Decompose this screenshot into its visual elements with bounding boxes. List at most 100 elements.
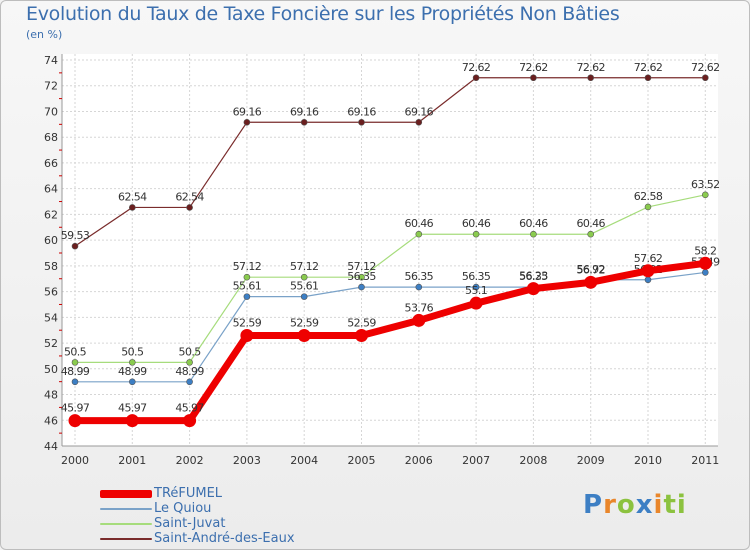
data-point-le-quiou [71,378,79,386]
data-point-tr-fumel [412,313,426,327]
data-point-le-quiou [644,276,652,284]
data-point-saint-juvat [587,230,595,238]
data-label-saint-juvat: 63.52 [691,178,720,191]
data-label-saint-andr-des-eaux: 62.54 [118,190,147,203]
data-point-saint-andr-des-eaux [587,74,595,82]
legend-item: Saint-André-des-Eaux [100,531,295,546]
x-tick-label: 2005 [348,454,376,467]
data-label-le-quiou: 55.61 [290,280,319,293]
x-tick-label: 2003 [233,454,261,467]
y-tick-label: 56 [44,286,58,299]
y-tick-label: 52 [44,337,58,350]
chart-title: Evolution du Taux de Taxe Foncière sur l… [26,3,620,25]
x-tick-label: 2004 [290,454,318,467]
y-tick-label: 48 [44,389,58,402]
data-point-saint-juvat [300,273,308,281]
data-label-tr-fumel: 52.59 [290,316,319,329]
x-tick-label: 2002 [176,454,204,467]
data-label-tr-fumel: 53.76 [405,301,434,314]
legend-swatch-saint-juvat [100,522,152,525]
data-label-le-quiou: 56.35 [462,270,491,283]
data-point-saint-juvat [701,191,709,199]
data-label-saint-andr-des-eaux: 69.16 [233,105,262,118]
data-label-saint-andr-des-eaux: 62.54 [175,190,204,203]
data-point-le-quiou [358,283,365,291]
legend-item: Le Quiou [100,501,295,516]
y-tick-label: 74 [44,54,58,67]
chart-legend: TRéFUMEL Le Quiou Saint-Juvat Saint-Andr… [100,486,295,546]
data-label-saint-andr-des-eaux: 59.53 [61,229,90,242]
data-label-tr-fumel: 52.59 [347,316,376,329]
legend-label: Le Quiou [154,501,212,516]
y-tick-label: 58 [44,260,58,273]
data-label-saint-juvat: 60.46 [462,217,491,230]
data-label-tr-fumel: 52.59 [233,316,262,329]
data-point-tr-fumel [469,296,483,310]
data-point-saint-andr-des-eaux [129,204,136,211]
data-point-le-quiou [129,378,136,386]
legend-item: Saint-Juvat [100,516,295,531]
data-point-saint-andr-des-eaux [300,118,308,126]
data-point-le-quiou [243,293,251,300]
data-label-saint-juvat: 50.5 [179,345,202,358]
data-label-saint-andr-des-eaux: 72.62 [462,61,491,74]
legend-swatch-trefumel [100,489,152,498]
data-label-tr-fumel: 45.97 [118,402,147,415]
data-point-tr-fumel [297,328,311,342]
data-label-saint-juvat: 60.46 [519,217,548,230]
data-point-saint-juvat [644,203,652,211]
legend-swatch-le-quiou [100,507,152,510]
data-label-tr-fumel: 55.1 [465,284,487,297]
data-label-saint-juvat: 57.12 [233,260,262,273]
series-line-saint-juvat [74,194,706,363]
data-point-tr-fumel [526,282,540,296]
data-point-saint-andr-des-eaux [71,242,79,250]
data-point-tr-fumel [584,275,598,289]
y-tick-label: 46 [44,414,58,427]
x-tick-label: 2000 [61,454,89,467]
data-label-le-quiou: 48.99 [175,365,204,378]
data-label-tr-fumel: 45.97 [61,402,90,415]
data-label-le-quiou: 48.99 [118,365,147,378]
data-point-saint-andr-des-eaux [644,74,652,82]
x-tick-label: 2009 [577,454,605,467]
data-point-saint-juvat [358,273,365,281]
data-label-le-quiou: 55.61 [233,280,262,293]
data-label-saint-andr-des-eaux: 72.62 [519,61,548,74]
y-tick-label: 54 [44,311,58,324]
data-label-tr-fumel: 45.97 [175,402,204,415]
data-label-saint-andr-des-eaux: 69.16 [290,105,319,118]
legend-swatch-saint-andre [100,537,152,540]
data-point-tr-fumel [641,264,655,278]
data-label-tr-fumel: 56.23 [519,270,548,283]
data-point-tr-fumel [698,256,712,270]
data-label-tr-fumel: 57.62 [634,252,663,265]
proxiti-logo: Proxiti [583,490,687,520]
data-label-saint-juvat: 57.12 [290,260,319,273]
data-point-le-quiou [415,283,423,291]
data-label-saint-juvat: 50.5 [121,345,144,358]
series-line-saint-andr-des-eaux [74,77,706,247]
data-point-saint-juvat [71,359,79,366]
y-tick-label: 64 [44,183,58,196]
data-point-saint-andr-des-eaux [415,118,423,126]
x-tick-label: 2010 [634,454,662,467]
x-tick-label: 2001 [118,454,146,467]
series-line-tr-fumel [71,259,709,425]
data-point-saint-andr-des-eaux [472,74,480,82]
data-point-le-quiou [300,293,308,300]
data-label-le-quiou: 56.92 [576,263,605,276]
data-point-saint-juvat [243,273,251,281]
y-tick-label: 70 [44,105,58,118]
data-label-saint-andr-des-eaux: 69.16 [347,105,376,118]
data-label-saint-juvat: 50.5 [64,345,87,358]
data-label-saint-juvat: 60.46 [576,217,605,230]
y-tick-label: 44 [44,440,58,453]
data-point-tr-fumel [355,328,368,342]
data-label-le-quiou: 56.35 [405,270,434,283]
data-point-saint-juvat [129,359,136,366]
x-tick-label: 2007 [462,454,490,467]
y-tick-label: 50 [44,363,58,376]
data-label-saint-juvat: 57.12 [347,260,376,273]
